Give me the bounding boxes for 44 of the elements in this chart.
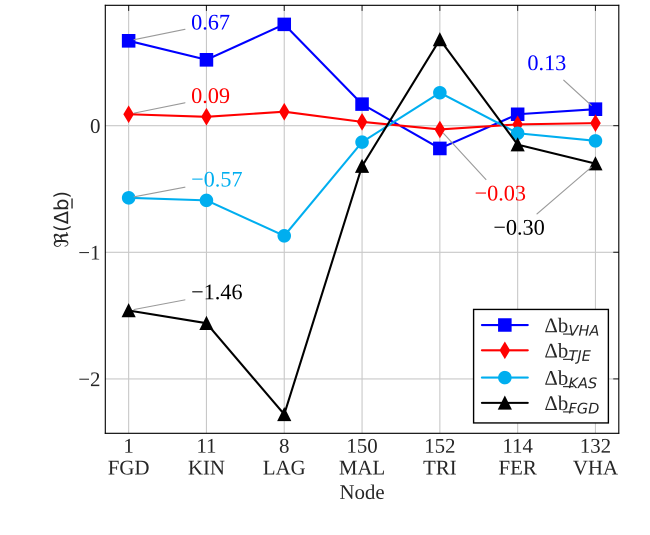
point: [200, 316, 214, 330]
point: [355, 97, 369, 111]
point: [588, 156, 602, 170]
point: [510, 138, 524, 152]
x-tick-label: 1 FGD: [108, 438, 149, 475]
annotation: −0.30: [494, 220, 544, 235]
point: [122, 34, 136, 48]
annotation: 0.67: [192, 14, 230, 30]
annotation: 0.13: [528, 55, 566, 70]
point: [200, 53, 214, 67]
annotation: −0.03: [476, 186, 526, 201]
annotation: −0.57: [192, 172, 242, 187]
point: [433, 142, 447, 156]
y-tick-label: −1: [79, 246, 100, 260]
point: [200, 194, 214, 208]
legend-label: Δb̲$_{VHA}$: [545, 318, 598, 336]
point: [277, 408, 292, 422]
point: [122, 191, 136, 205]
annotation: 0.09: [192, 88, 230, 104]
x-tick-label: 114 FER: [499, 438, 537, 474]
legend-label: Δb̲$_{KAS}$: [545, 370, 597, 388]
y-tick-label: −2: [79, 372, 100, 386]
point: [433, 32, 447, 46]
point: [355, 135, 369, 149]
x-tick-label: 11 KIN: [188, 438, 224, 474]
point: [433, 86, 447, 100]
x-tick-label: 150 MAL: [340, 438, 384, 474]
x-axis-title: Node: [340, 484, 384, 500]
x-tick-label: 152 TRI: [423, 438, 456, 474]
point: [510, 126, 524, 140]
y-axis-title: ℜ(Δb̲): [53, 192, 73, 247]
x-tick-label: 8 LAG: [263, 438, 306, 475]
x-tick-label: 132 VHA: [573, 438, 618, 475]
point: [122, 304, 136, 318]
legend-label: Δb̲$_{FGD}$: [545, 396, 599, 414]
y-tick-label: 0: [90, 119, 100, 134]
point: [588, 102, 602, 116]
point: [588, 134, 602, 148]
point: [510, 107, 524, 122]
point: [355, 159, 369, 173]
annotation: −1.46: [192, 284, 242, 300]
legend-label: Δb̲$_{TJE}$: [545, 343, 591, 364]
point: [277, 229, 292, 243]
point: [277, 18, 292, 32]
